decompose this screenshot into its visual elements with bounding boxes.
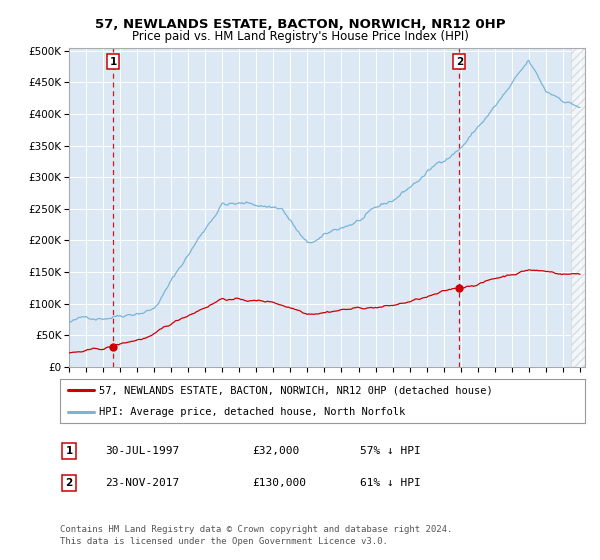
Text: 61% ↓ HPI: 61% ↓ HPI <box>360 478 421 488</box>
Text: 2: 2 <box>455 57 463 67</box>
Text: £32,000: £32,000 <box>252 446 299 456</box>
Bar <box>571 48 593 367</box>
Text: 57, NEWLANDS ESTATE, BACTON, NORWICH, NR12 0HP (detached house): 57, NEWLANDS ESTATE, BACTON, NORWICH, NR… <box>100 385 493 395</box>
Text: 23-NOV-2017: 23-NOV-2017 <box>105 478 179 488</box>
Text: Contains HM Land Registry data © Crown copyright and database right 2024.
This d: Contains HM Land Registry data © Crown c… <box>60 525 452 546</box>
Text: 1: 1 <box>109 57 116 67</box>
Text: 1: 1 <box>65 446 73 456</box>
Text: HPI: Average price, detached house, North Norfolk: HPI: Average price, detached house, Nort… <box>100 407 406 417</box>
Text: 2: 2 <box>65 478 73 488</box>
Text: 30-JUL-1997: 30-JUL-1997 <box>105 446 179 456</box>
Text: 57, NEWLANDS ESTATE, BACTON, NORWICH, NR12 0HP: 57, NEWLANDS ESTATE, BACTON, NORWICH, NR… <box>95 18 505 31</box>
Text: 57% ↓ HPI: 57% ↓ HPI <box>360 446 421 456</box>
Text: Price paid vs. HM Land Registry's House Price Index (HPI): Price paid vs. HM Land Registry's House … <box>131 30 469 43</box>
Text: £130,000: £130,000 <box>252 478 306 488</box>
